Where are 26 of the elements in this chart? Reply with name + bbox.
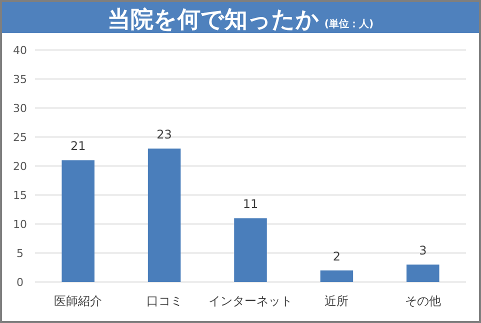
y-tick-label: 10 <box>13 218 27 231</box>
chart-title: 当院を何で知ったか <box>107 7 320 33</box>
y-tick-label: 5 <box>16 247 24 260</box>
x-tick-label: 口コミ <box>146 294 182 308</box>
y-tick-label: 35 <box>13 73 27 86</box>
bar <box>406 264 440 282</box>
bar <box>148 148 181 282</box>
x-tick-label: 医師紹介 <box>54 294 102 308</box>
y-tick-label: 20 <box>13 160 27 173</box>
x-tick-label: 近所 <box>324 294 349 308</box>
bar <box>320 270 354 282</box>
y-tick-label: 15 <box>13 189 27 202</box>
bar <box>234 218 267 282</box>
data-label: 23 <box>156 128 172 142</box>
x-tick-label: その他 <box>404 294 441 308</box>
y-tick-label: 25 <box>13 131 27 144</box>
bar <box>62 160 94 282</box>
y-tick-label: 0 <box>16 276 24 289</box>
data-label: 3 <box>419 244 427 258</box>
y-tick-label: 40 <box>13 44 27 57</box>
chart-subtitle: (単位：人) <box>324 18 374 30</box>
data-label: 21 <box>70 139 86 154</box>
y-tick-label: 30 <box>13 102 27 115</box>
data-label: 2 <box>332 249 341 264</box>
x-tick-label: インターネット <box>208 294 292 308</box>
data-label: 11 <box>242 197 258 212</box>
